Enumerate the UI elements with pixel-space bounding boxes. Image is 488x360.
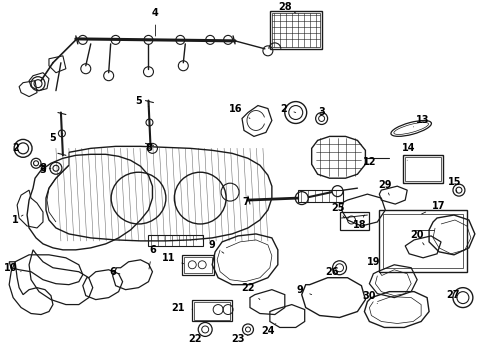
Text: 5: 5 [49,134,63,143]
Text: 8: 8 [40,163,51,173]
Bar [403,155,442,183]
Text: 2: 2 [12,143,19,153]
Bar [184,257,212,273]
Text: 15: 15 [447,177,461,192]
Text: 6: 6 [109,267,120,277]
Bar [383,214,462,268]
Text: 23: 23 [231,334,247,345]
Bar [339,212,368,230]
Bar [192,300,232,321]
Bar [148,235,203,246]
Text: 6: 6 [149,245,156,269]
Text: 11: 11 [162,253,183,264]
Text: 26: 26 [324,267,338,277]
Text: 9: 9 [296,285,311,294]
Text: 13: 13 [413,116,429,127]
Text: 22: 22 [241,283,260,300]
Text: 4: 4 [152,8,159,36]
Text: 22: 22 [188,334,205,345]
Text: 24: 24 [261,323,275,337]
Text: 29: 29 [378,180,391,195]
Text: 10: 10 [4,263,21,273]
Text: 9: 9 [208,240,224,253]
Text: 3: 3 [318,107,325,117]
Text: 3: 3 [40,165,46,175]
Text: 1: 1 [12,215,23,225]
Text: 12: 12 [362,157,375,167]
Bar [271,13,319,47]
Text: 20: 20 [409,230,423,245]
Bar [182,255,214,275]
Text: 19: 19 [366,257,381,275]
Bar [297,190,342,202]
Bar [405,157,440,181]
Text: 16: 16 [229,104,249,118]
Text: 25: 25 [330,203,344,218]
Text: 30: 30 [362,291,377,303]
Bar [194,302,229,320]
Text: 8: 8 [145,143,152,153]
Text: 27: 27 [446,290,459,300]
Text: 5: 5 [135,96,148,107]
Bar [379,210,466,272]
Text: 2: 2 [280,104,295,113]
Text: 28: 28 [277,2,295,13]
Text: 18: 18 [352,215,366,230]
Text: 17: 17 [421,201,445,214]
Bar [269,11,321,49]
Text: 14: 14 [402,143,415,160]
Text: 7: 7 [242,197,251,207]
Text: 21: 21 [171,302,192,312]
